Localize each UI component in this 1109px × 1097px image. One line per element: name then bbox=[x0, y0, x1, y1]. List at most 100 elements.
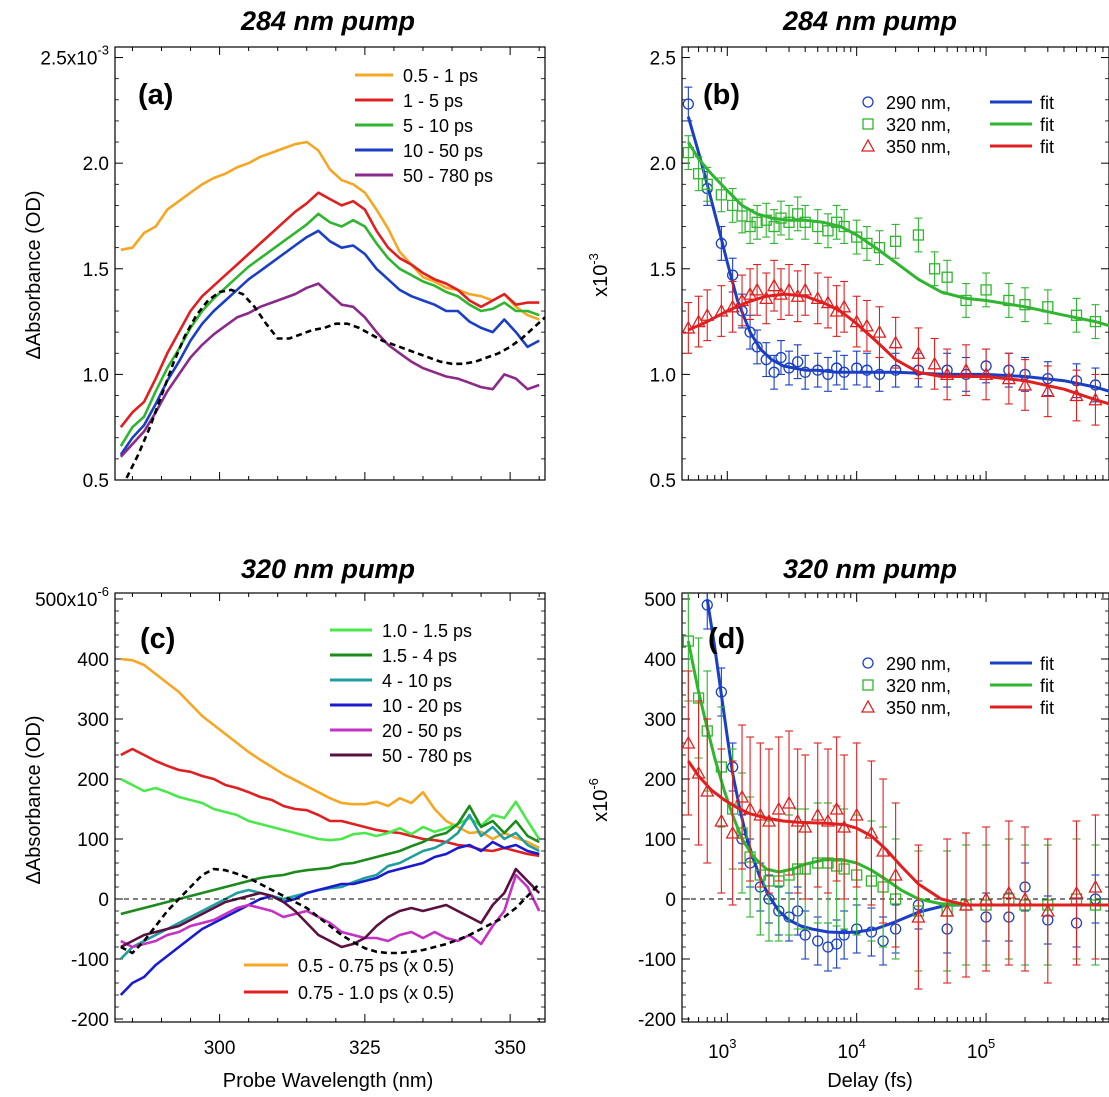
series-line-c-7 bbox=[120, 867, 541, 949]
ytick-label-a: 1.0 bbox=[83, 365, 109, 386]
legend-label-a: 0.5 - 1 ps bbox=[403, 66, 478, 86]
panel-b: 284 nm pump 0.5 1.0 1.5 2.0 2.5 290 nm, fit 320… bbox=[586, 6, 1109, 492]
ytick-label-a: 2.0 bbox=[83, 154, 109, 175]
ytick-label-d: 500 bbox=[644, 590, 676, 611]
data-point-b bbox=[726, 199, 739, 212]
legend-fit-label-b: fit bbox=[1040, 93, 1054, 113]
series-line-c-3 bbox=[120, 804, 540, 916]
legend-marker-d bbox=[860, 699, 876, 713]
data-point-b bbox=[822, 368, 834, 381]
legend-label-c: 4 - 10 ps bbox=[382, 671, 452, 691]
data-point-d bbox=[830, 938, 843, 950]
legend-marker-b bbox=[862, 118, 874, 130]
legend-label-a: 10 - 50 ps bbox=[403, 141, 483, 161]
ytick-label-c: -100 bbox=[71, 950, 109, 971]
panel-c-label: (c) bbox=[140, 623, 175, 655]
data-point-d bbox=[799, 929, 811, 941]
ytick-label-c: 0 bbox=[98, 890, 109, 911]
legend-label-d: 320 nm, bbox=[886, 676, 951, 696]
legend-label-a: 1 - 5 ps bbox=[403, 91, 463, 111]
xtick-label-d: 103 bbox=[708, 1036, 736, 1063]
data-point-b bbox=[837, 299, 852, 313]
legend-label-c: 1.5 - 4 ps bbox=[382, 646, 457, 666]
xtick-label-c: 300 bbox=[204, 1038, 236, 1059]
data-point-b bbox=[911, 345, 926, 359]
xtick-exp-d: 3 bbox=[729, 1036, 736, 1051]
data-point-b bbox=[792, 356, 804, 368]
legend-fit-label-b: fit bbox=[1040, 115, 1054, 135]
data-point-d bbox=[781, 795, 797, 809]
panel-b-label: (b) bbox=[703, 79, 740, 111]
panel-d-title: 320 nm pump bbox=[783, 554, 957, 584]
series-line-c-5 bbox=[119, 840, 540, 996]
legend-label-c: 20 - 50 ps bbox=[382, 721, 462, 741]
series-line-a-1 bbox=[119, 191, 540, 429]
panel-d-ylabel: x10-6 bbox=[586, 778, 612, 822]
ytick-label-d: -200 bbox=[638, 1010, 676, 1031]
panel-b-ylabel-base: x10 bbox=[590, 265, 612, 297]
data-point-b bbox=[744, 326, 756, 338]
xtick-label-c: 350 bbox=[494, 1038, 526, 1059]
xtick-label-d: 105 bbox=[967, 1036, 995, 1063]
data-point-d bbox=[820, 813, 836, 827]
data-point-b bbox=[768, 366, 780, 378]
data-point-d bbox=[829, 801, 844, 815]
xtick-label-d: 104 bbox=[837, 1036, 865, 1063]
ytick-label-b: 0.5 bbox=[650, 471, 676, 492]
panel-c: 320 nm pump -200 -100 0 100 200 300 400 500x10-… bbox=[23, 554, 546, 1092]
data-point-d bbox=[682, 735, 696, 749]
series-group-c bbox=[115, 657, 545, 996]
data-point-b bbox=[682, 98, 694, 110]
ytick-label-a: 2.5x10-3 bbox=[40, 43, 109, 70]
plot-area-b: 0.5 1.0 1.5 2.0 2.5 290 nm, fit 320 nm, fit 350 n… bbox=[650, 46, 1109, 492]
panel-c-xlabel: Probe Wavelength (nm) bbox=[223, 1070, 433, 1092]
data-point-d bbox=[849, 807, 864, 821]
ytick-label-b: 1.5 bbox=[650, 260, 676, 281]
data-point-b bbox=[701, 178, 713, 190]
legend-label-c: 0.5 - 0.75 ps (x 0.5) bbox=[298, 956, 454, 976]
data-point-b bbox=[1017, 377, 1033, 391]
series-line-a-3 bbox=[119, 229, 540, 456]
panel-d-ylabel-text: x10-6 bbox=[586, 778, 612, 822]
data-point-b bbox=[940, 367, 955, 381]
panel-d-ylabel-exp: -6 bbox=[586, 778, 601, 790]
data-point-b bbox=[888, 335, 903, 349]
data-point-b bbox=[927, 356, 942, 370]
fit-line-d-2 bbox=[687, 760, 1109, 907]
panel-b-ylabel: x10-3 bbox=[586, 253, 612, 297]
legend-label-c: 1.0 - 1.5 ps bbox=[382, 621, 472, 641]
data-point-b bbox=[912, 229, 925, 241]
panel-c-title: 320 nm pump bbox=[241, 554, 415, 584]
series-group-d bbox=[682, 593, 1109, 990]
data-point-b bbox=[978, 367, 994, 381]
ytick-label-b: 2.0 bbox=[650, 154, 676, 175]
legend-label-c: 0.75 - 1.0 ps (x 0.5) bbox=[298, 983, 454, 1003]
data-point-b bbox=[799, 366, 811, 378]
legend-fit-label-d: fit bbox=[1040, 676, 1054, 696]
legend-label-a: 50 - 780 ps bbox=[403, 166, 493, 186]
data-point-d bbox=[798, 819, 813, 833]
data-point-b bbox=[692, 168, 705, 180]
ytick-label-b: 1.0 bbox=[650, 365, 676, 386]
panel-a-label: (a) bbox=[138, 79, 173, 111]
data-point-d bbox=[1040, 903, 1055, 917]
data-point-b bbox=[1040, 383, 1055, 397]
data-point-b bbox=[830, 216, 843, 228]
xtick-label-c: 325 bbox=[349, 1038, 381, 1059]
data-point-d bbox=[1069, 885, 1084, 899]
data-point-b bbox=[872, 324, 887, 338]
ytick-label-d: 0 bbox=[665, 890, 676, 911]
series-line-c-2 bbox=[120, 777, 541, 842]
ytick-label-c: -200 bbox=[71, 1010, 109, 1031]
ytick-label-c: 400 bbox=[77, 650, 109, 671]
series-line-c-0 bbox=[120, 657, 540, 850]
panel-a-ylabel: ΔAbsorbance (OD) bbox=[23, 191, 45, 360]
plot-area-d: -200 -100 0 100 200 300 400 500 103 104 105 290 nm,… bbox=[638, 590, 1109, 1063]
data-point-d bbox=[725, 825, 740, 839]
plot-frame-c bbox=[114, 592, 546, 1023]
data-point-d bbox=[1001, 885, 1016, 899]
plot-area-a: 0.5 1.0 1.5 2.0 2.5x10-3 0.5 - 1 ps 1 - 5 ps 5 … bbox=[40, 43, 546, 492]
ytick-label-c: 300 bbox=[77, 710, 109, 731]
series-line-c-8 bbox=[120, 867, 541, 955]
panel-a-title: 284 nm pump bbox=[240, 6, 415, 36]
